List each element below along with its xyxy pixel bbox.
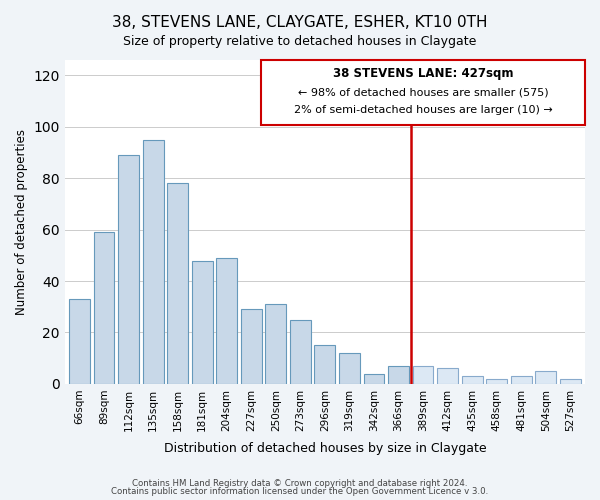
- Bar: [560, 379, 581, 384]
- Bar: [413, 366, 433, 384]
- Bar: [486, 379, 507, 384]
- X-axis label: Distribution of detached houses by size in Claygate: Distribution of detached houses by size …: [164, 442, 486, 455]
- Text: 38 STEVENS LANE: 427sqm: 38 STEVENS LANE: 427sqm: [333, 68, 513, 80]
- Bar: [535, 371, 556, 384]
- Bar: [290, 320, 311, 384]
- Bar: [265, 304, 286, 384]
- Bar: [388, 366, 409, 384]
- Text: 2% of semi-detached houses are larger (10) →: 2% of semi-detached houses are larger (1…: [293, 105, 553, 115]
- Bar: [94, 232, 115, 384]
- Text: 38, STEVENS LANE, CLAYGATE, ESHER, KT10 0TH: 38, STEVENS LANE, CLAYGATE, ESHER, KT10 …: [112, 15, 488, 30]
- Bar: [241, 310, 262, 384]
- Bar: [167, 184, 188, 384]
- Y-axis label: Number of detached properties: Number of detached properties: [15, 129, 28, 315]
- Bar: [511, 376, 532, 384]
- Bar: [192, 260, 212, 384]
- Bar: [461, 376, 482, 384]
- Bar: [118, 155, 139, 384]
- Text: Contains public sector information licensed under the Open Government Licence v : Contains public sector information licen…: [112, 487, 488, 496]
- Bar: [364, 374, 385, 384]
- Text: ← 98% of detached houses are smaller (575): ← 98% of detached houses are smaller (57…: [298, 88, 548, 98]
- Bar: [143, 140, 164, 384]
- Text: Size of property relative to detached houses in Claygate: Size of property relative to detached ho…: [124, 35, 476, 48]
- Bar: [217, 258, 237, 384]
- Text: Contains HM Land Registry data © Crown copyright and database right 2024.: Contains HM Land Registry data © Crown c…: [132, 478, 468, 488]
- Bar: [339, 353, 360, 384]
- Bar: [69, 299, 90, 384]
- Bar: [437, 368, 458, 384]
- Bar: [314, 346, 335, 384]
